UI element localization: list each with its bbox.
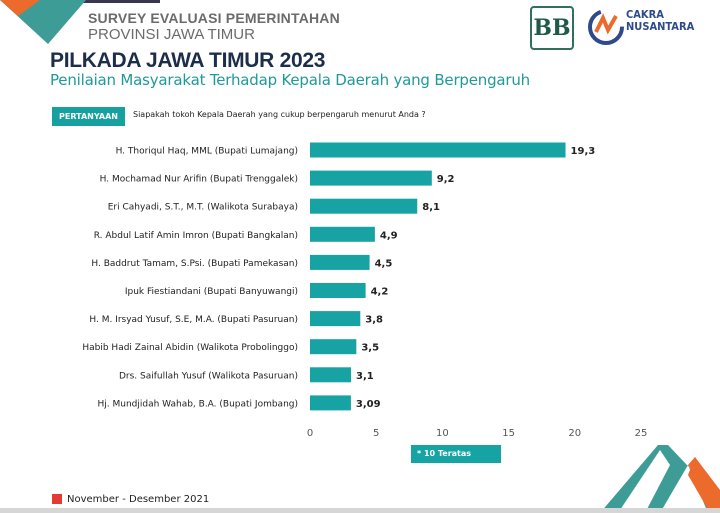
question-text: Siapakah tokoh Kepala Daerah yang cukup … xyxy=(133,110,426,119)
value-label: 3,8 xyxy=(365,315,383,326)
logo-text-1: CAKRA xyxy=(626,8,664,21)
category-label: H. Baddrut Tamam, S.Psi. (Bupati Pamekas… xyxy=(91,259,298,269)
value-label: 3,5 xyxy=(361,343,379,354)
category-label: Eri Cahyadi, S.T., M.T. (Walikota Suraba… xyxy=(108,203,298,213)
bar xyxy=(310,226,375,242)
bottom-bar xyxy=(0,508,720,513)
category-label: H. Thoriqul Haq, MML (Bupati Lumajang) xyxy=(116,147,298,157)
bar xyxy=(310,395,351,411)
bar xyxy=(310,142,566,158)
category-label: H. Mochamad Nur Arifin (Bupati Trenggale… xyxy=(100,175,298,185)
bar xyxy=(310,367,352,383)
bar xyxy=(310,283,366,298)
x-tick-label: 20 xyxy=(568,428,581,439)
category-label: Drs. Saifullah Yusuf (Walikota Pasuruan) xyxy=(119,371,298,381)
value-label: 4,9 xyxy=(380,230,398,241)
legend-label: November - Desember 2021 xyxy=(67,494,210,505)
value-label: 3,1 xyxy=(356,371,374,382)
category-label: Ipuk Fiestiandani (Bupati Banyuwangi) xyxy=(125,287,298,297)
x-tick-label: 10 xyxy=(436,428,449,439)
top10-note: * 10 Teratas xyxy=(411,445,501,463)
category-label: Habib Hadi Zainal Abidin (Walikota Probo… xyxy=(82,343,298,353)
value-label: 9,2 xyxy=(437,174,455,185)
cakra-logo-icon xyxy=(588,9,624,45)
bar xyxy=(310,170,432,186)
value-label: 4,2 xyxy=(371,287,389,298)
bar xyxy=(310,339,357,355)
bb-logo: BB xyxy=(530,6,574,50)
x-tick-label: 0 xyxy=(307,428,313,439)
x-tick-label: 25 xyxy=(635,428,648,439)
value-label: 8,1 xyxy=(422,202,440,213)
value-label: 4,5 xyxy=(375,258,393,269)
question-badge: PERTANYAAN xyxy=(52,107,125,126)
legend-swatch xyxy=(52,494,62,504)
x-tick-label: 15 xyxy=(502,428,515,439)
value-label: 19,3 xyxy=(571,146,596,157)
survey-province: PROVINSI JAWA TIMUR xyxy=(88,26,255,43)
category-label: H. M. Irsyad Yusuf, S.E, M.A. (Bupati Pa… xyxy=(89,315,298,325)
page-title: PILKADA JAWA TIMUR 2023 xyxy=(50,49,326,72)
value-label: 3,09 xyxy=(356,399,381,410)
survey-title: SURVEY EVALUASI PEMERINTAHAN xyxy=(88,10,340,26)
bar xyxy=(310,198,418,214)
bottom-right-decoration xyxy=(560,445,720,513)
category-label: R. Abdul Latif Amin Imron (Bupati Bangka… xyxy=(94,231,298,241)
logo-text-2: NUSANTARA xyxy=(626,20,695,33)
x-tick-label: 5 xyxy=(373,428,379,439)
bar xyxy=(310,311,361,327)
page-subtitle: Penilaian Masyarakat Terhadap Kepala Dae… xyxy=(50,71,530,89)
bar xyxy=(310,254,370,270)
bar-chart: H. Thoriqul Haq, MML (Bupati Lumajang) 19… xyxy=(82,142,648,439)
bb-logo-text: BB xyxy=(533,15,571,41)
cakra-nusantara-logo: CAKRA NUSANTARA xyxy=(586,6,706,48)
category-label: Hj. Mundjidah Wahab, B.A. (Bupati Jomban… xyxy=(97,399,298,409)
corner-decoration xyxy=(0,0,160,44)
